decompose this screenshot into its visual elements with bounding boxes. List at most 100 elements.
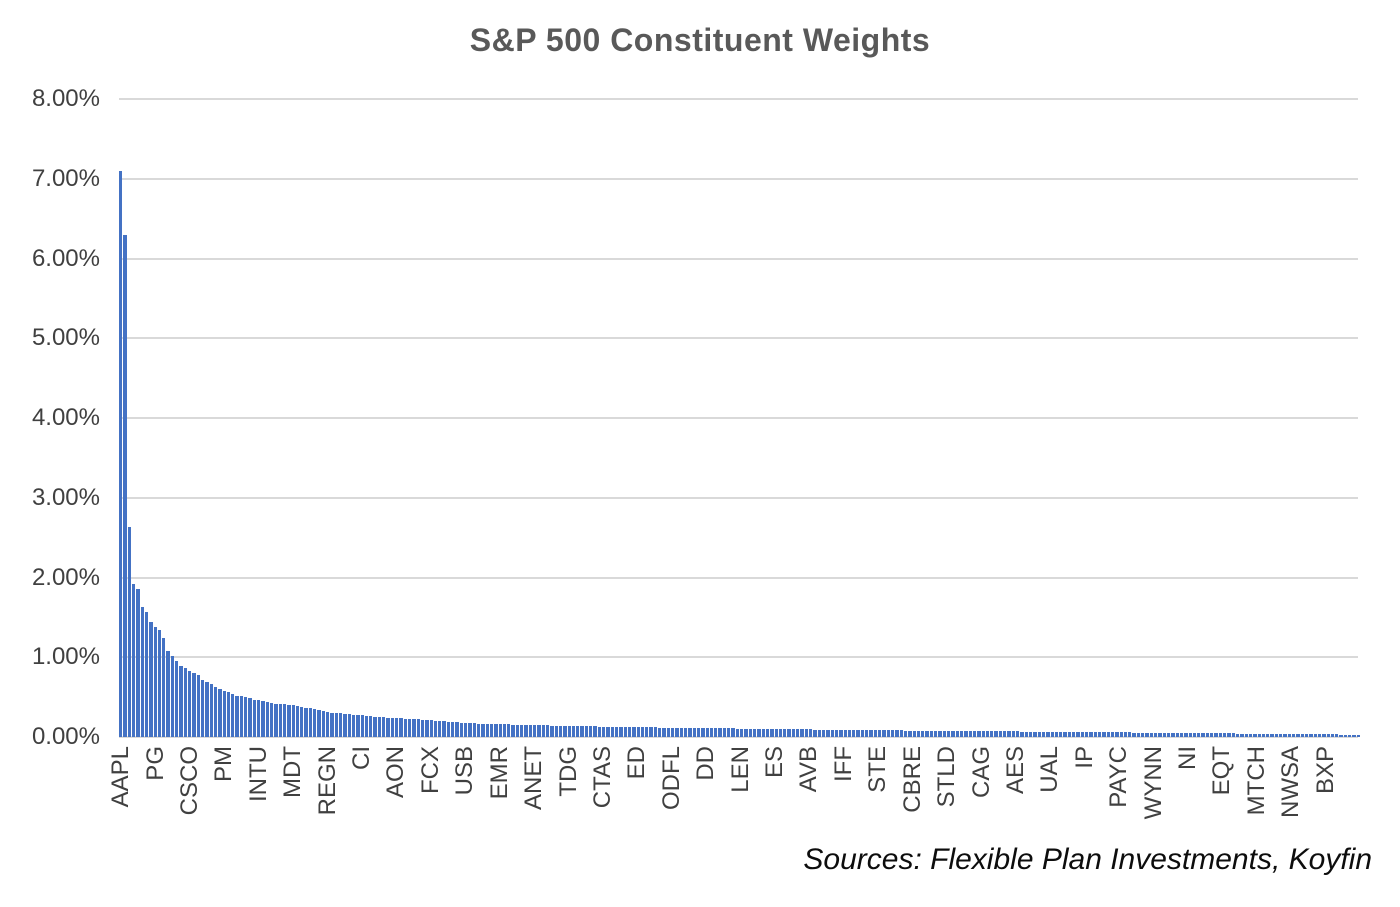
x-tick-label: ODFL (657, 746, 685, 811)
bar (1292, 733, 1296, 737)
bar (166, 650, 170, 737)
bar (912, 730, 916, 737)
bar (964, 731, 968, 737)
bar (218, 689, 222, 737)
chart-title: S&P 500 Constituent Weights (469, 22, 931, 58)
y-tick-label: 3.00% (31, 483, 100, 511)
bar (830, 729, 834, 737)
bar (334, 713, 338, 737)
bar (347, 714, 351, 737)
bar (481, 723, 485, 737)
bar (1041, 731, 1046, 737)
bar (1322, 734, 1326, 737)
bar (563, 725, 567, 737)
bar (326, 712, 330, 737)
bar (1136, 732, 1141, 737)
x-tick-label: ES (761, 746, 789, 779)
bar (1141, 732, 1145, 737)
bar (998, 731, 1003, 737)
bar (778, 729, 783, 737)
plot-area (119, 98, 1360, 738)
x-tick-label: CSCO (175, 746, 203, 816)
bar (200, 679, 205, 737)
x-tick-label: CTAS (588, 746, 616, 809)
bar (127, 527, 131, 737)
x-tick-label: LEN (726, 746, 754, 793)
bar (545, 725, 550, 737)
bar (1356, 734, 1360, 737)
bar (438, 721, 442, 737)
x-tick-label: MTCH (1242, 746, 1270, 816)
y-tick-label: 4.00% (31, 404, 100, 431)
bar (433, 720, 438, 737)
bar (727, 728, 731, 737)
bar (1266, 733, 1270, 737)
bar (1093, 732, 1097, 737)
bar (321, 711, 325, 737)
x-tick-label: ANET (520, 746, 548, 811)
bar (1253, 733, 1257, 737)
bar (464, 722, 468, 737)
bar (977, 731, 981, 737)
bar (942, 730, 946, 737)
bar (1309, 734, 1313, 737)
bar (740, 728, 744, 737)
bar (1201, 733, 1205, 737)
bar (144, 611, 149, 737)
bar (1223, 733, 1227, 737)
bar (735, 728, 739, 737)
bar (985, 731, 990, 737)
bar (231, 693, 235, 737)
bar (821, 729, 826, 737)
bar (916, 730, 921, 737)
bar (787, 729, 791, 737)
bar (959, 730, 964, 737)
bar (373, 716, 377, 737)
y-tick-label: 7.00% (31, 164, 100, 192)
bar (636, 727, 640, 737)
bar (1240, 733, 1244, 737)
x-tick-label: CAG (967, 746, 995, 799)
bar (990, 731, 994, 737)
bar (589, 726, 593, 737)
bar (360, 715, 364, 737)
bar (416, 719, 420, 737)
gridline (119, 656, 1358, 659)
bar (511, 724, 515, 737)
x-tick-label: BXP (1311, 746, 1339, 795)
bar (709, 728, 714, 737)
bar (502, 724, 507, 737)
bar (524, 724, 528, 737)
x-tick-label: EQT (1208, 746, 1236, 796)
bar (580, 726, 584, 737)
bar (244, 697, 248, 737)
bar (809, 729, 813, 737)
bar (869, 730, 873, 737)
bar (817, 729, 821, 737)
bar (908, 730, 912, 737)
bar (610, 726, 614, 737)
bar (1231, 733, 1235, 737)
bar (1227, 733, 1231, 737)
x-tick-label: ED (623, 746, 651, 780)
bar (162, 638, 166, 737)
bar (1257, 733, 1261, 737)
bar (813, 729, 817, 737)
bar (351, 714, 356, 737)
x-tick-label: AAPL (107, 746, 135, 808)
x-tick-label: STE (864, 746, 892, 793)
source-note: Sources: Flexible Plan Investments, Koyf… (803, 843, 1372, 876)
bar (1279, 733, 1283, 737)
bar (472, 723, 476, 737)
bar (1283, 733, 1287, 737)
bar (1270, 733, 1274, 737)
bar (205, 681, 209, 737)
gridline (119, 177, 1358, 180)
bar (653, 727, 658, 737)
bar (192, 673, 196, 737)
x-tick-label: AES (1001, 746, 1029, 795)
x-tick-label: IFF (829, 746, 857, 782)
x-tick-label: UAL (1036, 746, 1064, 793)
bar (1063, 731, 1067, 737)
